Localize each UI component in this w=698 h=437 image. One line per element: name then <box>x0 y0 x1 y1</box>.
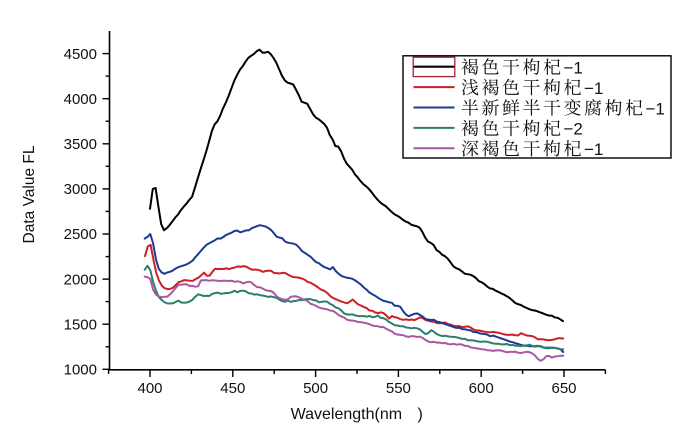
svg-text:4500: 4500 <box>64 46 97 63</box>
svg-text:2000: 2000 <box>64 271 97 288</box>
svg-text:2500: 2500 <box>64 226 97 243</box>
svg-text:3500: 3500 <box>64 136 97 153</box>
svg-text:650: 650 <box>551 380 576 397</box>
svg-text:−1: −1 <box>564 59 583 78</box>
svg-text:−2: −2 <box>564 120 583 139</box>
svg-text:−1: −1 <box>584 79 603 98</box>
svg-text:450: 450 <box>220 380 245 397</box>
svg-text:Wavelength(nm: Wavelength(nm <box>291 406 402 423</box>
svg-text:1000: 1000 <box>64 362 97 379</box>
svg-text:): ) <box>418 406 423 423</box>
svg-text:500: 500 <box>303 380 328 397</box>
svg-text:Data Value FL: Data Value FL <box>21 145 38 243</box>
svg-text:−1: −1 <box>584 140 603 159</box>
svg-text:1500: 1500 <box>64 316 97 333</box>
svg-text:−1: −1 <box>646 99 665 118</box>
svg-text:550: 550 <box>386 380 411 397</box>
svg-text:3000: 3000 <box>64 181 97 198</box>
svg-text:600: 600 <box>469 380 494 397</box>
svg-text:4000: 4000 <box>64 91 97 108</box>
svg-text:400: 400 <box>137 380 162 397</box>
